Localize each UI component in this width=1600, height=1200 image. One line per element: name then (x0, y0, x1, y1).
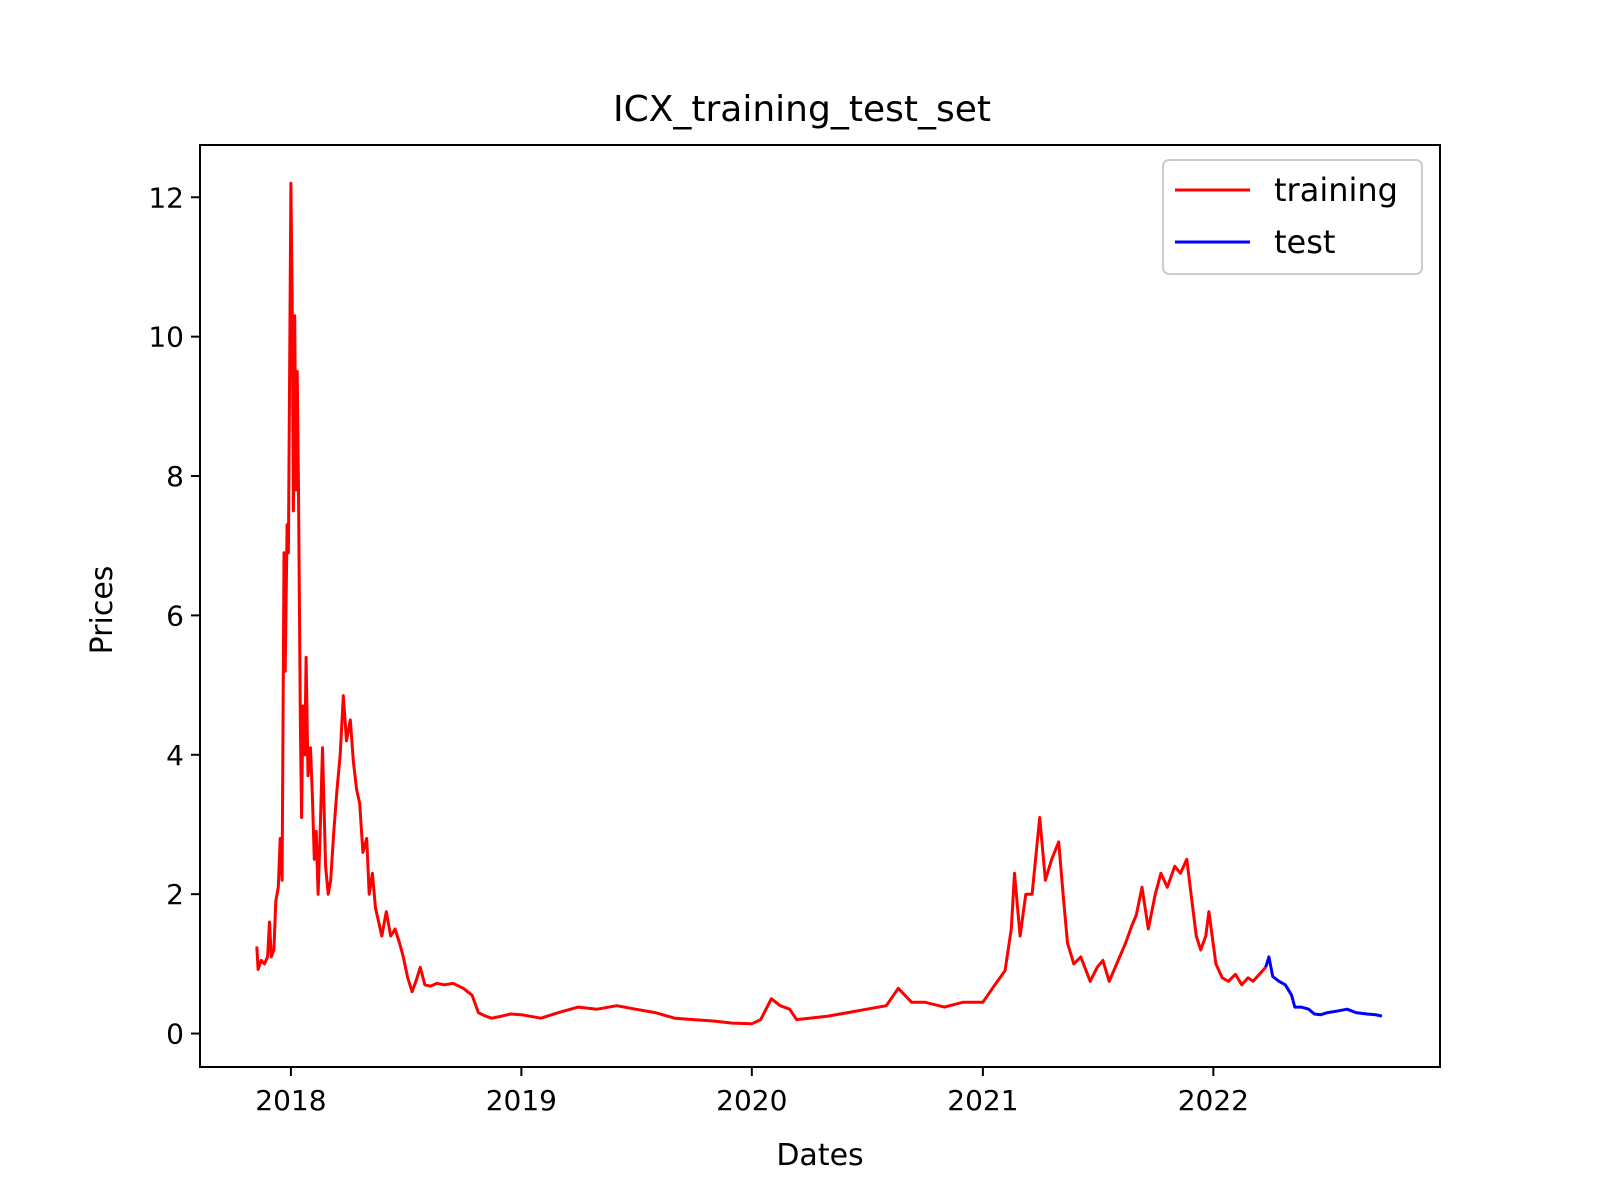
chart-title: ICX_training_test_set (613, 89, 991, 130)
x-axis-title: Dates (776, 1138, 863, 1173)
plot-area-frame (199, 144, 1441, 1068)
legend-label-test: test (1274, 223, 1335, 261)
x-tick-label-2020: 2020 (716, 1084, 787, 1117)
x-tick-label-2019: 2019 (486, 1084, 557, 1117)
y-tick-label-8: 8 (166, 460, 184, 493)
y-tick-label-10: 10 (148, 321, 184, 354)
y-tick-label-0: 0 (166, 1018, 184, 1051)
y-tick-label-12: 12 (148, 181, 184, 214)
y-tick-label-6: 6 (166, 599, 184, 632)
x-tick-label-2018: 2018 (255, 1084, 326, 1117)
x-tick-label-2021: 2021 (947, 1084, 1018, 1117)
x-axis: 2018 2019 2020 2021 2022 (255, 1067, 1249, 1117)
y-tick-label-2: 2 (166, 878, 184, 911)
y-tick-label-4: 4 (166, 739, 184, 772)
y-axis: 0 2 4 6 8 10 12 (148, 181, 200, 1051)
series-line-training (255, 181, 1267, 1026)
legend: training test (1162, 159, 1423, 275)
series-layer (255, 181, 1383, 1026)
series-line-test (1264, 955, 1383, 1018)
legend-label-training: training (1274, 171, 1398, 209)
x-tick-label-2022: 2022 (1178, 1084, 1249, 1117)
y-axis-title: Prices (85, 566, 120, 655)
